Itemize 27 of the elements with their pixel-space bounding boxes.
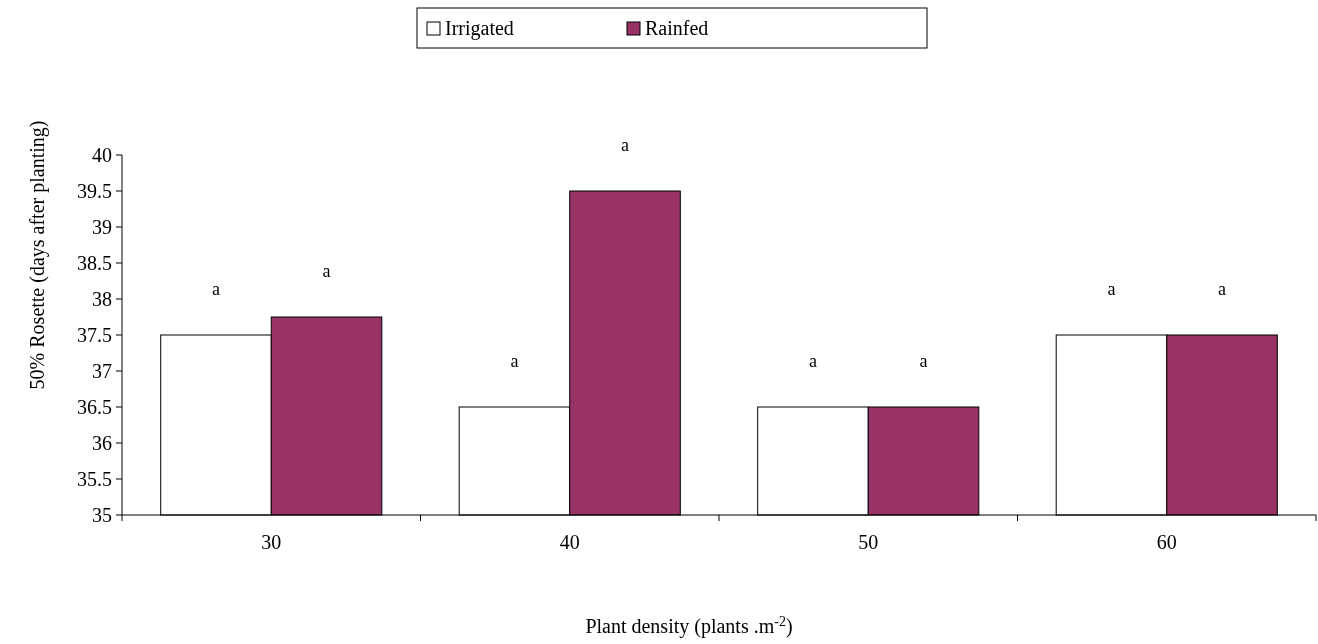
data-label: a: [621, 135, 630, 155]
y-tick-label: 40: [92, 144, 112, 166]
x-tick-label: 50: [858, 531, 879, 553]
y-tick-label: 37.5: [77, 324, 112, 346]
x-tick-label: 30: [261, 531, 282, 553]
legend-label: Irrigated: [445, 17, 514, 40]
data-label: a: [322, 261, 331, 281]
y-tick-label: 36.5: [77, 396, 112, 418]
y-tick-label: 37: [92, 360, 112, 382]
data-label: a: [211, 279, 220, 299]
y-tick-label: 39: [92, 216, 112, 238]
x-tick-label: 60: [1156, 531, 1177, 553]
data-label: a: [1218, 279, 1227, 299]
y-tick-label: 39.5: [77, 180, 112, 202]
y-tick-label: 35: [92, 504, 112, 526]
data-label: a: [1107, 279, 1116, 299]
data-label: a: [808, 351, 817, 371]
data-label: a: [510, 351, 519, 371]
x-tick-label: 40: [559, 531, 580, 553]
y-tick-label: 38.5: [77, 252, 112, 274]
y-axis-title: 50% Rosette (days after planting): [26, 120, 49, 390]
y-tick-label: 35.5: [77, 468, 112, 490]
data-label: a: [919, 351, 928, 371]
y-tick-label: 38: [92, 288, 112, 310]
legend-label: Rainfed: [645, 17, 709, 39]
x-axis-title: Plant density (plants .m$^{-2}$): [585, 613, 793, 638]
y-tick-label: 36: [92, 432, 112, 454]
